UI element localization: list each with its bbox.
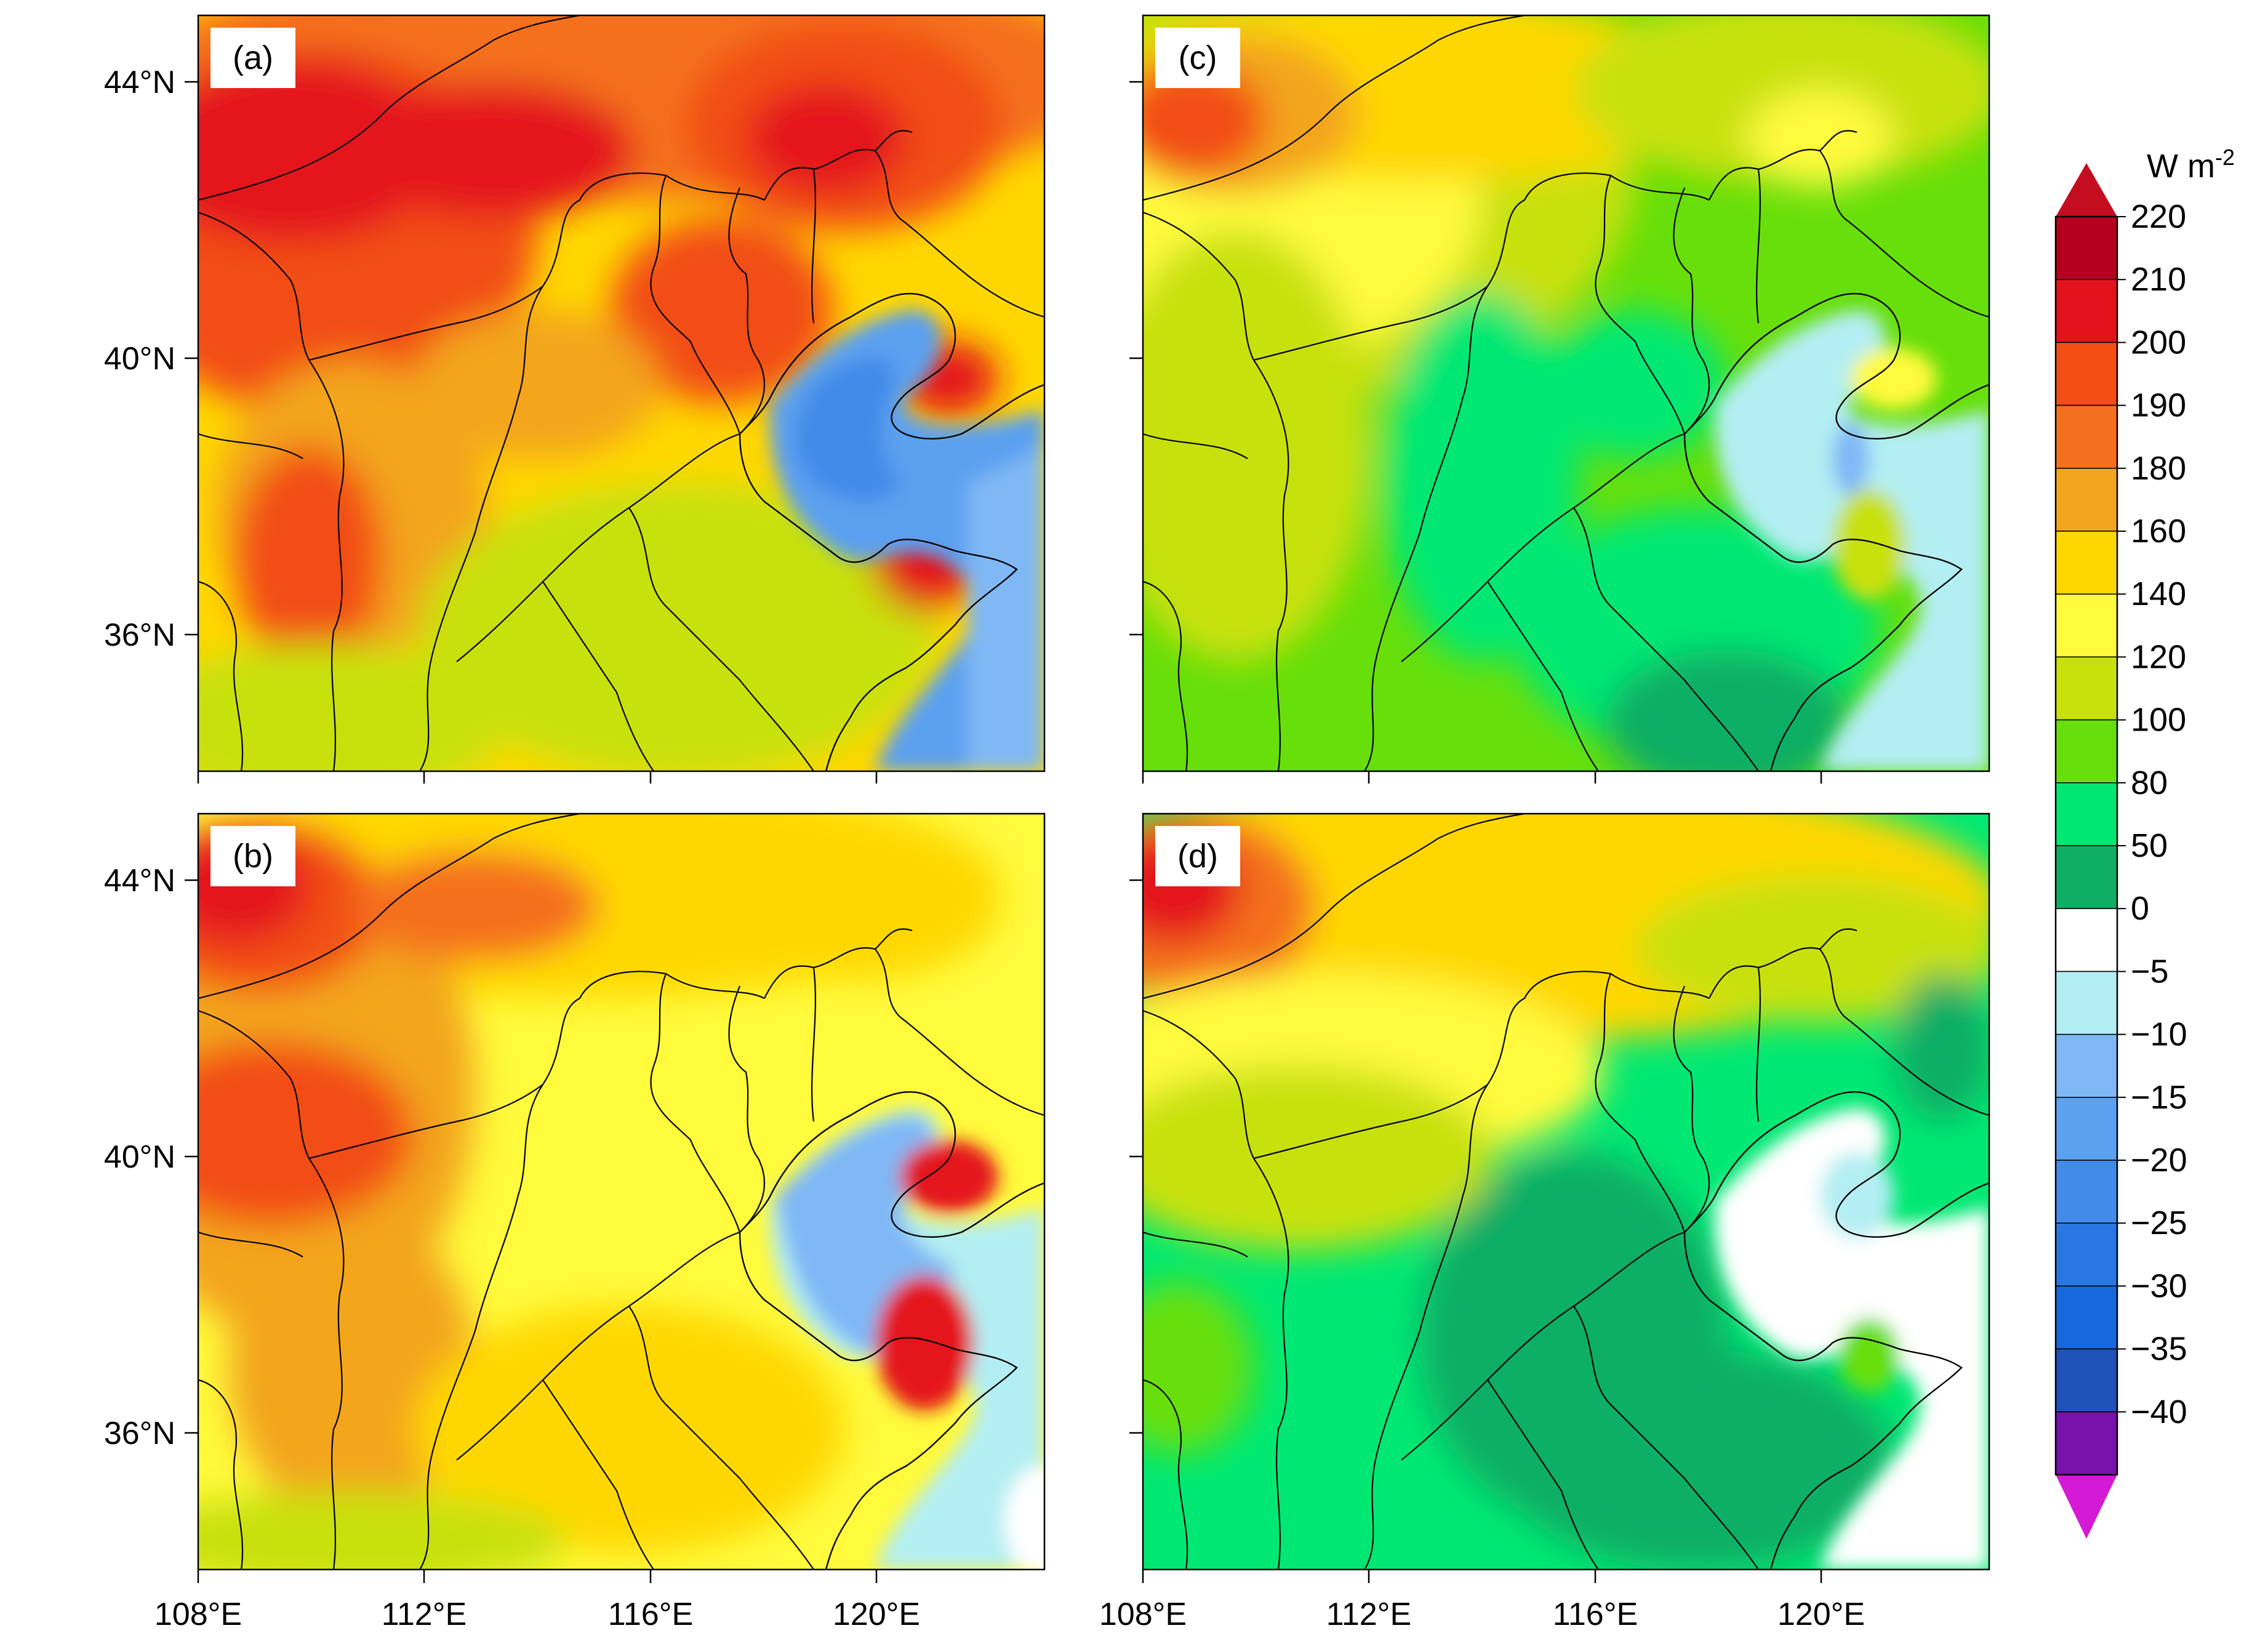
colorbar-block [2055, 719, 2118, 784]
lon-labels: 108°E 112°E 116°E 120°E 108°E 112°E 116°… [154, 1597, 1865, 1632]
colorbar-block [2055, 1348, 2118, 1413]
lat-tick-label: 44°N [104, 863, 175, 899]
colorbar-label: 200 [2131, 324, 2186, 361]
colorbar-block [2055, 531, 2118, 595]
lon-tick-label: 108°E [1099, 1597, 1187, 1632]
lon-tick-label: 112°E [1326, 1597, 1411, 1632]
colorbar-blocks [2055, 216, 2118, 1475]
colorbar-block [2055, 404, 2118, 469]
panel-label-b: (b) [233, 838, 273, 875]
colorbar-label: −30 [2131, 1267, 2187, 1304]
colorbar-block [2055, 908, 2118, 972]
panel-label-a: (a) [233, 39, 273, 76]
panel-b: (b) [197, 812, 1046, 1571]
colorbar-unit: W m-2 [2147, 145, 2235, 185]
colorbar-bottom-arrow [2056, 1475, 2117, 1539]
colorbar-top-arrow [2056, 163, 2117, 217]
lon-tick-label: 108°E [154, 1597, 242, 1632]
colorbar-block [2055, 971, 2118, 1035]
colorbar-label: −25 [2131, 1205, 2187, 1241]
colorbar-block [2055, 1411, 2118, 1475]
panel-label-c: (c) [1179, 39, 1217, 76]
colorbar-label: 100 [2131, 702, 2186, 739]
lat-tick-label: 36°N [104, 617, 175, 653]
colorbar-block [2055, 342, 2118, 406]
panel-d: (d) [1142, 812, 1990, 1571]
axes [185, 81, 1822, 1583]
lat-labels: 44°N 40°N 36°N 44°N 40°N 36°N [104, 65, 175, 1451]
colorbar-label: −10 [2131, 1016, 2187, 1053]
lon-tick-label: 120°E [833, 1597, 920, 1632]
panel-a: (a) [197, 14, 1046, 772]
colorbar-label: 180 [2131, 450, 2186, 487]
panel-c: (c) [1142, 14, 1990, 772]
colorbar-block [2055, 656, 2118, 721]
colorbar-label: 0 [2131, 890, 2149, 927]
lon-tick-label: 120°E [1777, 1597, 1865, 1632]
colorbar-block [2055, 1222, 2118, 1287]
colorbar-label: 80 [2131, 764, 2168, 801]
colorbar-label: 50 [2131, 827, 2168, 864]
lon-tick-label: 112°E [382, 1597, 467, 1632]
colorbar-block [2055, 845, 2118, 909]
colorbar-block [2055, 1097, 2118, 1161]
colorbar-label: 120 [2131, 638, 2186, 675]
colorbar-label: −35 [2131, 1331, 2187, 1368]
colorbar-labels: 220 210 200 190 180 160 140 120 100 80 50 0 −5 −10 −15… [2117, 198, 2187, 1430]
lon-tick-label: 116°E [608, 1597, 693, 1632]
colorbar-block [2055, 1160, 2118, 1224]
colorbar-block [2055, 1033, 2118, 1098]
colorbar-block [2055, 468, 2118, 532]
colorbar-block [2055, 279, 2118, 343]
colorbar-label: 220 [2131, 198, 2186, 235]
colorbar-block [2055, 216, 2118, 280]
panel-label-d: (d) [1177, 838, 1218, 875]
colorbar-label: −40 [2131, 1393, 2187, 1430]
colorbar-label: 140 [2131, 575, 2186, 612]
colorbar-block [2055, 1285, 2118, 1350]
colorbar-label: 210 [2131, 261, 2186, 298]
lon-tick-label: 116°E [1553, 1597, 1638, 1632]
colorbar-block [2055, 782, 2118, 846]
colorbar: 220 210 200 190 180 160 140 120 100 80 50 0 −5 −10 −15… [2054, 145, 2235, 1539]
colorbar-label: 190 [2131, 387, 2186, 424]
colorbar-label: −15 [2131, 1079, 2187, 1116]
colorbar-block [2055, 593, 2118, 658]
colorbar-label: 160 [2131, 513, 2186, 550]
lat-tick-label: 40°N [104, 341, 175, 377]
colorbar-label: −5 [2131, 953, 2169, 990]
lat-tick-label: 40°N [104, 1139, 175, 1175]
colorbar-label: −20 [2131, 1142, 2187, 1179]
lat-tick-label: 36°N [104, 1416, 175, 1451]
lat-tick-label: 44°N [104, 65, 175, 100]
